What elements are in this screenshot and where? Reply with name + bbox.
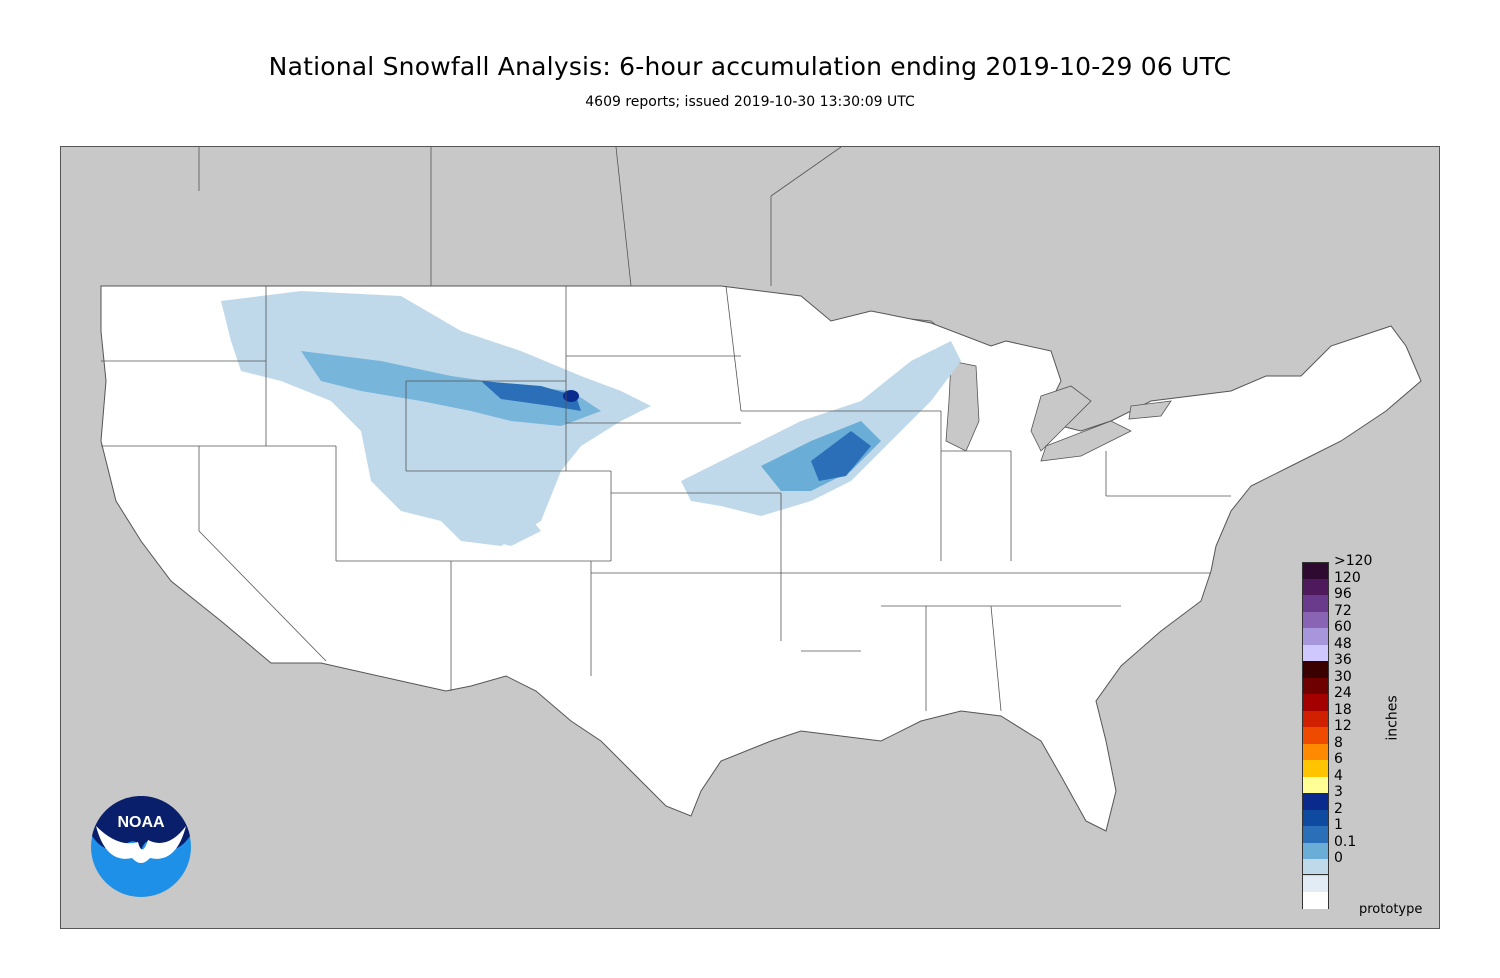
legend-label: 6: [1334, 751, 1343, 767]
legend-item: 72: [1302, 603, 1422, 628]
legend-swatch: [1302, 595, 1329, 612]
legend-item: 60: [1302, 619, 1422, 645]
legend-swatch: [1302, 859, 1329, 876]
legend-label: 36: [1334, 652, 1352, 668]
legend-swatch: [1302, 892, 1329, 909]
legend-swatch: [1302, 611, 1329, 628]
legend-label: 96: [1334, 586, 1352, 602]
legend-swatch: [1302, 776, 1329, 793]
legend-label: 48: [1334, 635, 1352, 652]
legend-label: 30: [1334, 668, 1352, 685]
legend-item: >120: [1302, 553, 1422, 579]
legend-label: 2: [1334, 800, 1343, 817]
legend-item: 3: [1302, 784, 1422, 810]
legend-label: 72: [1334, 602, 1352, 619]
legend-label: 24: [1334, 685, 1352, 701]
legend-item: 36: [1302, 652, 1422, 678]
legend-swatch: [1302, 809, 1329, 826]
legend-item: [1302, 875, 1422, 892]
legend-label: 18: [1334, 701, 1352, 718]
national-boundaries: [198, 147, 842, 287]
legend-label: 8: [1334, 734, 1343, 751]
legend-swatch: [1302, 661, 1329, 678]
lake-erie: [1040, 420, 1132, 462]
legend-swatch: [1302, 578, 1329, 595]
legend-label: 3: [1334, 784, 1343, 800]
pacific-ocean: [61, 231, 420, 928]
legend-swatch: [1302, 727, 1329, 744]
legend-item: 2: [1302, 801, 1422, 826]
legend-item: 18: [1302, 702, 1422, 727]
legend-label: 60: [1334, 619, 1352, 635]
noaa-logo: NOAA: [90, 795, 192, 898]
snowfall-map: [60, 146, 1440, 929]
legend-swatch: [1302, 562, 1329, 579]
legend-swatch: [1302, 743, 1329, 760]
legend-swatch: [1302, 875, 1329, 892]
legend-swatch: [1302, 710, 1329, 727]
footnote: prototype: [1359, 902, 1423, 917]
legend-label: 0.1: [1334, 833, 1357, 850]
logo-text: NOAA: [117, 814, 165, 831]
legend-label: >120: [1334, 553, 1373, 569]
legend-item: 30: [1302, 669, 1422, 694]
legend-item: 48: [1302, 636, 1422, 661]
legend-swatch: [1302, 694, 1329, 711]
legend-item: 0: [1302, 850, 1422, 876]
legend-label: 1: [1334, 817, 1343, 833]
legend-label: 120: [1334, 569, 1361, 586]
lake-ontario: [1128, 400, 1172, 420]
map-title: National Snowfall Analysis: 6-hour accum…: [268, 52, 1232, 81]
legend-item: 0.1: [1302, 834, 1422, 859]
legend-item: 1: [1302, 817, 1422, 843]
legend-item: 12: [1302, 718, 1422, 744]
legend-label: 4: [1334, 767, 1343, 784]
state-boundaries: [101, 285, 1231, 712]
snow-midwest: [681, 341, 961, 516]
legend-item: 6: [1302, 751, 1422, 777]
legend-swatch: [1302, 793, 1329, 810]
legend-item: 96: [1302, 586, 1422, 612]
map-subtitle: 4609 reports; issued 2019-10-30 13:30:09…: [585, 94, 915, 110]
legend-label: 12: [1334, 718, 1352, 734]
legend-swatch: [1302, 842, 1329, 859]
legend-swatch: [1302, 760, 1329, 777]
legend-swatch: [1302, 826, 1329, 843]
legend-item: [1302, 892, 1422, 909]
map-svg: [61, 147, 1439, 928]
legend-swatch: [1302, 628, 1329, 645]
legend-item: 120: [1302, 570, 1422, 595]
legend-swatch: [1302, 644, 1329, 661]
legend-item: 24: [1302, 685, 1422, 711]
legend-item: 4: [1302, 768, 1422, 793]
lake-huron: [1030, 385, 1092, 452]
legend-swatch: [1302, 677, 1329, 694]
legend-units: inches: [1384, 695, 1401, 741]
legend-label: 0: [1334, 850, 1343, 866]
legend-item: 8: [1302, 735, 1422, 760]
snow-west: [221, 291, 651, 546]
